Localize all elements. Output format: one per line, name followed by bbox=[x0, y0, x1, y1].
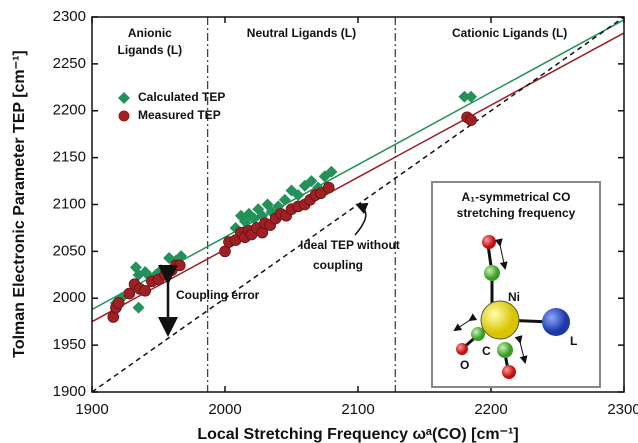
annotation: Ideal TEP without bbox=[300, 238, 400, 252]
legend-item: Calculated TEP bbox=[118, 90, 225, 104]
region-label: Ligands (L) bbox=[118, 43, 183, 57]
x-axis-label: Local Stretching Frequency ωᵃ(CO) [cm⁻¹] bbox=[197, 426, 518, 443]
region-label: Cationic Ligands (L) bbox=[452, 26, 567, 40]
legend-item: Measured TEP bbox=[118, 108, 221, 122]
y-tick-label: 2000 bbox=[53, 289, 86, 306]
y-tick-label: 1950 bbox=[53, 336, 86, 353]
atom bbox=[482, 235, 496, 249]
atom-label: Ni bbox=[508, 290, 520, 304]
annotation-arrow bbox=[354, 202, 369, 236]
point bbox=[465, 90, 478, 103]
atom bbox=[502, 365, 516, 379]
atom bbox=[484, 265, 500, 281]
point bbox=[314, 187, 327, 200]
annotation: coupling bbox=[313, 258, 363, 272]
atom-label: L bbox=[570, 334, 577, 348]
y-tick-label: 2150 bbox=[53, 149, 86, 166]
region-label: Neutral Ligands (L) bbox=[247, 26, 356, 40]
fit-line bbox=[91, 32, 625, 323]
inset-title: stretching frequency bbox=[457, 206, 576, 220]
legend-marker bbox=[118, 92, 130, 104]
inset-title: A₁-symmetrical CO bbox=[461, 190, 570, 204]
legend-marker bbox=[118, 110, 130, 122]
atom bbox=[471, 327, 485, 341]
point bbox=[292, 189, 305, 202]
point bbox=[248, 212, 261, 225]
point bbox=[123, 287, 136, 300]
vibration-arrow bbox=[453, 313, 478, 332]
point bbox=[132, 268, 145, 281]
vibration-arrow bbox=[514, 335, 528, 364]
annotation: Coupling error bbox=[176, 288, 260, 302]
x-tick-label: 2100 bbox=[341, 401, 374, 418]
point bbox=[132, 301, 145, 314]
atom bbox=[497, 342, 513, 358]
point bbox=[139, 284, 151, 297]
region-label: Anionic bbox=[128, 26, 172, 40]
atom-label: C bbox=[482, 344, 491, 358]
atom-label: O bbox=[460, 358, 469, 372]
atom bbox=[480, 300, 520, 340]
x-tick-label: 2000 bbox=[208, 401, 241, 418]
x-tick-label: 2300 bbox=[607, 401, 638, 418]
point bbox=[112, 297, 125, 309]
inset: A₁-symmetrical CO stretching frequency N… bbox=[431, 181, 601, 388]
point bbox=[278, 193, 291, 206]
point bbox=[305, 175, 318, 188]
legend-label: Calculated TEP bbox=[138, 90, 225, 104]
point bbox=[458, 90, 471, 103]
y-axis-label: Tolman Electronic Parameter TEP [cm⁻¹] bbox=[11, 50, 28, 358]
point bbox=[322, 181, 335, 194]
x-tick-label: 1900 bbox=[75, 401, 108, 418]
y-tick-label: 2050 bbox=[53, 242, 86, 259]
y-tick-label: 1900 bbox=[53, 383, 86, 400]
atom bbox=[542, 308, 570, 336]
plot-frame bbox=[91, 16, 625, 393]
y-tick-label: 2300 bbox=[53, 8, 86, 25]
y-tick-label: 2250 bbox=[53, 55, 86, 72]
atom bbox=[456, 343, 468, 355]
point bbox=[175, 250, 188, 263]
point bbox=[465, 114, 477, 126]
point bbox=[173, 259, 186, 272]
vibration-arrow bbox=[494, 238, 508, 270]
y-tick-label: 2100 bbox=[53, 195, 86, 212]
point bbox=[325, 165, 338, 178]
y-tick-label: 2200 bbox=[53, 102, 86, 119]
legend-label: Measured TEP bbox=[138, 108, 221, 122]
x-tick-label: 2200 bbox=[474, 401, 507, 418]
